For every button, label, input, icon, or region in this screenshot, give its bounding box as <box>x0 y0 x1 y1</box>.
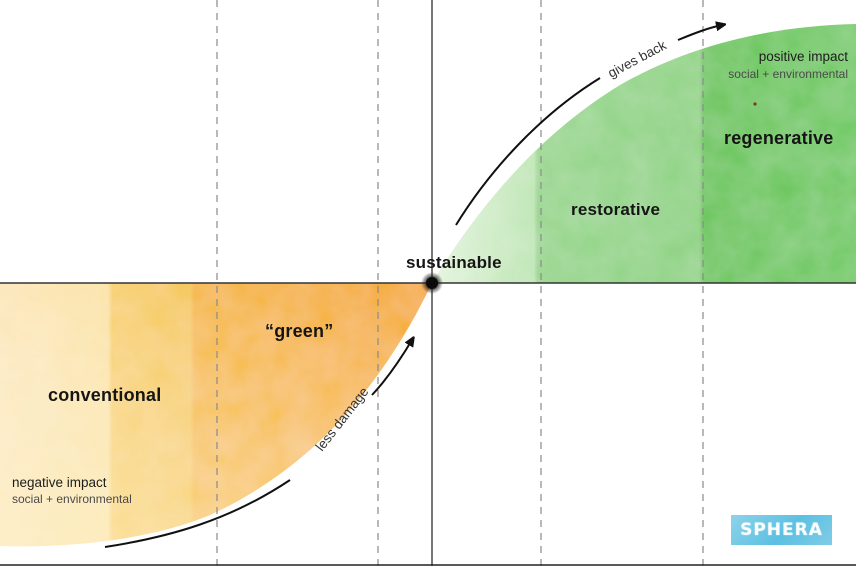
stage-label-sustainable: sustainable <box>406 253 502 272</box>
sustainable-point <box>426 277 438 289</box>
negative-impact-subtitle: social + environmental <box>12 492 132 506</box>
stage-label-regenerative: regenerative <box>724 128 834 148</box>
positive-impact-subtitle: social + environmental <box>728 67 848 81</box>
sphera-logo: SPHERA <box>731 515 832 545</box>
stage-label-green: “green” <box>265 321 334 341</box>
positive-impact-title: positive impact <box>758 49 848 64</box>
gives-back-arrow <box>455 77 601 226</box>
less-damage-arrow <box>104 479 291 548</box>
logo-text: SPHERA <box>740 520 823 540</box>
stage-label-conventional: conventional <box>48 385 162 405</box>
stage-dividers <box>216 0 704 566</box>
negative-impact-title: negative impact <box>12 475 107 490</box>
positive-impact-region <box>432 24 856 283</box>
stage-label-restorative: restorative <box>571 200 661 219</box>
